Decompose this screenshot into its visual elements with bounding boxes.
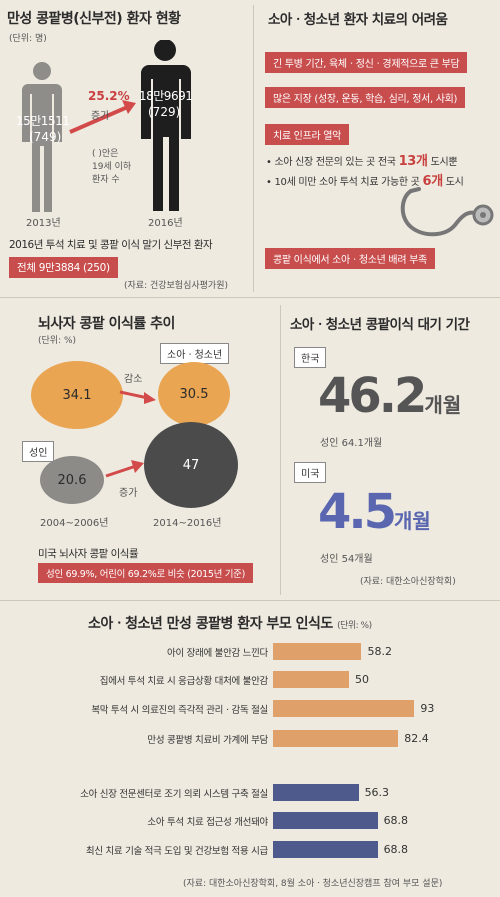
us-rate-box: 성인 69.9%, 어린이 69.2%로 비슷 (2015년 기준) <box>38 563 254 583</box>
growth-word: 증가 <box>91 111 110 122</box>
bullet1-suffix: 도시뿐 <box>427 157 458 168</box>
total-patients-box: 전체 9만3884 (250) <box>9 257 118 278</box>
year-2013: 2013년 <box>26 218 61 229</box>
korea-tag: 한국 <box>294 347 327 368</box>
value-2016-kids: (729) <box>148 105 181 119</box>
adult-tag: 성인 <box>22 441 55 462</box>
growth-percent: 25.2% <box>88 89 130 103</box>
decrease-arrow-icon <box>119 390 156 404</box>
bar-value: 68.8 <box>383 843 409 856</box>
bar <box>273 671 349 688</box>
bar-value: 50 <box>355 673 369 686</box>
adult-rate-2014-value: 47 <box>182 457 200 473</box>
adult-rate-2004-circle: 20.6 <box>40 456 104 504</box>
bar-value: 68.8 <box>383 814 409 827</box>
bullet2-text: • 10세 미만 소아 투석 치료 가능한 곳 <box>266 177 423 188</box>
section4-source: (자료: 대한소아신장학회) <box>360 577 456 587</box>
bar-value: 93 <box>420 702 435 715</box>
us-wait-unit: 개월 <box>394 509 431 533</box>
bullet2-suffix: 도시 <box>442 177 464 188</box>
growth-arrow-icon <box>69 100 136 134</box>
bar-label: 집에서 투석 치료 시 응급상황 대처에 불안감 <box>99 676 269 687</box>
year-2016: 2016년 <box>148 218 183 229</box>
section1-title: 만성 콩팥병(신부전) 환자 현황 <box>7 11 181 27</box>
section5-unit: (단위: %) <box>337 621 372 631</box>
section3-unit: (단위: %) <box>38 336 77 346</box>
section1-unit: (단위: 명) <box>9 34 47 44</box>
bar-value: 82.4 <box>404 732 429 745</box>
period-2004: 2004~2006년 <box>40 518 109 529</box>
bar-label: 아이 장래에 불안감 느낀다 <box>167 648 268 659</box>
bar-label: 최신 치료 기술 적극 도입 및 건강보험 적용 시급 <box>85 846 268 857</box>
korea-adult-wait: 성인 64.1개월 <box>320 438 383 449</box>
difficulty-pill-1: 긴 투병 기간, 육체ㆍ정신ㆍ경제적으로 큰 부담 <box>265 52 468 73</box>
bullet1-number: 13개 <box>398 154 428 169</box>
difficulty-pill-4: 콩팥 이식에서 소아ㆍ청소년 배려 부족 <box>265 248 435 269</box>
bar <box>273 812 378 829</box>
bar <box>273 643 362 660</box>
bar <box>273 730 399 747</box>
bar-value: 56.3 <box>364 786 390 799</box>
adult-rate-2004-value: 20.6 <box>57 472 87 488</box>
us-wait-value: 4.5 <box>318 484 397 540</box>
us-wait: 4.5개월 <box>318 484 431 540</box>
divider-middle-vertical <box>280 305 281 595</box>
bullet-pediatric-nephrologist: • 소아 신장 전문의 있는 곳 전국 13개 도시뿐 <box>266 150 458 169</box>
kids-rate-2014-value: 30.5 <box>179 386 209 402</box>
korea-wait-value: 46.2 <box>318 368 427 424</box>
bullet1-text: • 소아 신장 전문의 있는 곳 전국 <box>266 157 399 168</box>
bullet2-number: 6개 <box>422 174 443 189</box>
value-2016: 18만9691 <box>139 89 193 103</box>
section2-title: 소아ㆍ청소년 환자 치료의 어려움 <box>268 12 448 28</box>
bar-label: 복막 투석 시 의료진의 즉각적 관리ㆍ감독 절실 <box>91 705 268 716</box>
kids-rate-2004-value: 34.1 <box>62 387 92 403</box>
divider-bottom-horizontal <box>0 600 500 601</box>
stethoscope-icon <box>400 187 494 237</box>
adult-rate-2014-circle: 47 <box>144 422 238 508</box>
value-2013: 15만1511 <box>16 114 70 128</box>
bar-label: 소아 신장 전문센터로 조기 의뢰 시스템 구축 절실 <box>80 789 268 800</box>
bullet-pediatric-dialysis: • 10세 미만 소아 투석 치료 가능한 곳 6개 도시 <box>266 170 464 189</box>
us-adult-wait: 성인 54개월 <box>320 554 373 565</box>
value-2013-kids: (749) <box>29 130 62 144</box>
note-line3: 환자 수 <box>92 175 120 185</box>
section5-source: (자료: 대한소아신장학회, 8월 소아ㆍ청소년신장캠프 참여 부모 설문) <box>183 879 443 889</box>
section3-title: 뇌사자 콩팥 이식률 추이 <box>38 316 175 332</box>
korea-wait: 46.2개월 <box>318 368 461 424</box>
kids-rate-2014-circle: 30.5 <box>158 362 230 426</box>
increase-arrow-icon <box>105 460 144 478</box>
person-2016-icon <box>141 40 191 211</box>
note-line2: 19세 이하 <box>92 162 132 172</box>
bar-label: 소아 투석 치료 접근성 개선돼야 <box>147 817 268 828</box>
difficulty-pill-2: 많은 지장 (성장, 운동, 학습, 심리, 정서, 사회) <box>265 87 466 108</box>
section5-title: 소아ㆍ청소년 만성 콩팥병 환자 부모 인식도 (단위: %) <box>88 613 372 633</box>
bar <box>273 700 415 717</box>
person-2013-icon <box>22 62 62 212</box>
kids-rate-2004-circle: 34.1 <box>31 361 123 429</box>
us-tag: 미국 <box>294 462 327 483</box>
period-2014: 2014~2016년 <box>153 518 222 529</box>
note-line1: ( )안은 <box>92 149 119 159</box>
decrease-label: 감소 <box>124 374 143 385</box>
bar <box>273 784 359 801</box>
korea-wait-unit: 개월 <box>424 393 462 417</box>
section5-title-text: 소아ㆍ청소년 만성 콩팥병 환자 부모 인식도 <box>88 616 333 632</box>
divider-top-vertical <box>253 5 254 292</box>
increase-label: 증가 <box>119 488 138 499</box>
bar-label: 만성 콩팥병 치료비 가계에 부담 <box>147 735 268 746</box>
bar-value: 58.2 <box>367 645 392 658</box>
us-rate-title: 미국 뇌사자 콩팥 이식률 <box>38 548 139 560</box>
person-figures <box>22 40 191 212</box>
section1-subtitle: 2016년 투석 치료 및 콩팥 이식 말기 신부전 환자 <box>9 239 213 251</box>
difficulty-pill-3: 치료 인프라 열악 <box>265 124 350 145</box>
section1-source: (자료: 건강보험심사평가원) <box>124 281 228 291</box>
section4-title: 소아ㆍ청소년 콩팥이식 대기 기간 <box>290 317 470 333</box>
bar <box>273 841 378 858</box>
divider-top-horizontal <box>0 297 500 298</box>
